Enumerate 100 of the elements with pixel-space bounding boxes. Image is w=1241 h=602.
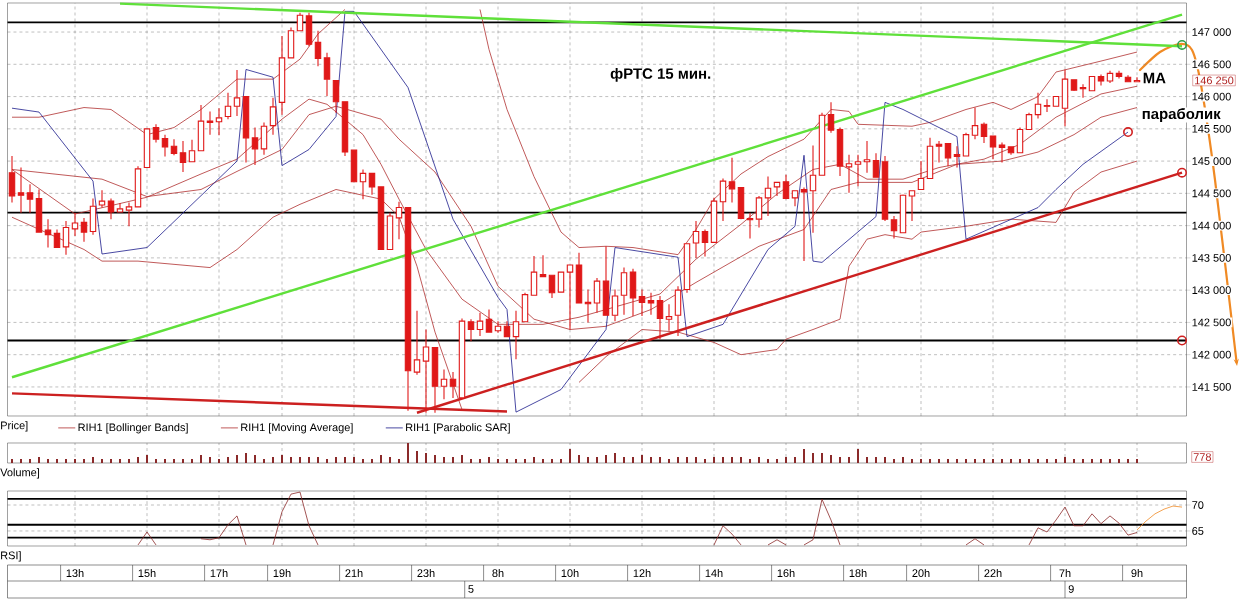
candlestick (35, 188, 43, 233)
candlestick (332, 79, 340, 114)
bar (65, 459, 67, 463)
point (1177, 39, 1187, 50)
bar (1136, 459, 1138, 463)
candlestick (287, 26, 295, 59)
candlestick (611, 288, 619, 322)
candlestick (620, 267, 628, 316)
bar (974, 459, 976, 463)
bar (569, 449, 571, 463)
text: 9 (1068, 585, 1074, 593)
x-tick-label: 15h (138, 568, 156, 578)
x-tick-label: 23h (417, 568, 435, 578)
candlestick (854, 154, 862, 187)
text: фРТС 15 мин. (610, 67, 711, 82)
x-tick-label: 16h (777, 568, 795, 578)
bar (614, 453, 616, 463)
candlestick (521, 292, 529, 323)
bar (515, 459, 517, 463)
x-tick-label: 13h (66, 568, 84, 578)
bar (992, 459, 994, 463)
bar (137, 457, 139, 463)
point (1177, 335, 1187, 346)
bar (299, 457, 301, 463)
candlestick (1025, 112, 1033, 131)
candlestick (980, 121, 988, 144)
bar (119, 459, 121, 463)
bar (362, 459, 364, 463)
bar (461, 455, 463, 463)
bar (740, 457, 742, 463)
bar (1019, 459, 1021, 463)
bar (326, 459, 328, 463)
bar (371, 459, 373, 463)
bar (848, 457, 850, 463)
candlestick (197, 104, 205, 152)
candlestick (989, 135, 997, 160)
candlestick (98, 189, 106, 209)
candlestick (395, 201, 403, 240)
bar (470, 459, 472, 463)
annotation: параболик (1142, 107, 1221, 123)
bar (389, 457, 391, 463)
candlestick (242, 96, 250, 163)
candlestick (89, 197, 97, 236)
bar (101, 459, 103, 463)
candlestick (278, 35, 286, 116)
candlestick (692, 220, 700, 259)
candlestick (674, 285, 682, 337)
candlestick (827, 101, 835, 134)
bar (344, 457, 346, 463)
bar (146, 455, 148, 463)
bar (128, 459, 130, 463)
bar (1001, 459, 1003, 463)
candlestick (260, 121, 268, 156)
bar (173, 459, 175, 463)
bar (947, 459, 949, 463)
bar (956, 459, 958, 463)
candlestick (224, 92, 232, 120)
candlestick (53, 228, 61, 249)
candlestick (836, 126, 844, 177)
bar (677, 457, 679, 463)
bar (1127, 459, 1129, 463)
candlestick (44, 218, 52, 249)
line-series (803, 498, 841, 546)
bar (803, 449, 805, 463)
bar (227, 457, 229, 463)
candlestick (809, 145, 817, 234)
bar (533, 457, 535, 463)
y-tick-label: 147 000 (1192, 28, 1231, 36)
bar (722, 457, 724, 463)
bar (605, 455, 607, 463)
bar (380, 455, 382, 463)
bar (182, 459, 184, 463)
candlestick (566, 264, 574, 331)
candlestick (404, 207, 412, 412)
bar (272, 457, 274, 463)
bar (200, 455, 202, 463)
bar (839, 457, 841, 463)
candlestick (413, 310, 421, 376)
bar (335, 457, 337, 463)
bar (578, 455, 580, 463)
candlestick (431, 347, 439, 414)
x-tick-label: 7h (1059, 569, 1071, 577)
bar (398, 459, 400, 463)
candlestick (215, 107, 223, 136)
candlestick (377, 186, 385, 251)
candlestick (368, 172, 376, 196)
line-series (11, 9, 346, 136)
candlestick (845, 154, 853, 194)
text: Volume] (0, 468, 40, 479)
candlestick (350, 149, 358, 183)
bar (884, 457, 886, 463)
candlestick (638, 288, 646, 317)
bar (254, 455, 256, 463)
line-series (1028, 506, 1138, 546)
candlestick (818, 112, 826, 176)
text: 146 250 (1195, 76, 1234, 85)
candlestick (1061, 68, 1069, 127)
line-series (272, 491, 319, 546)
x-tick-label: 9h (1131, 568, 1143, 578)
bar (902, 457, 904, 463)
